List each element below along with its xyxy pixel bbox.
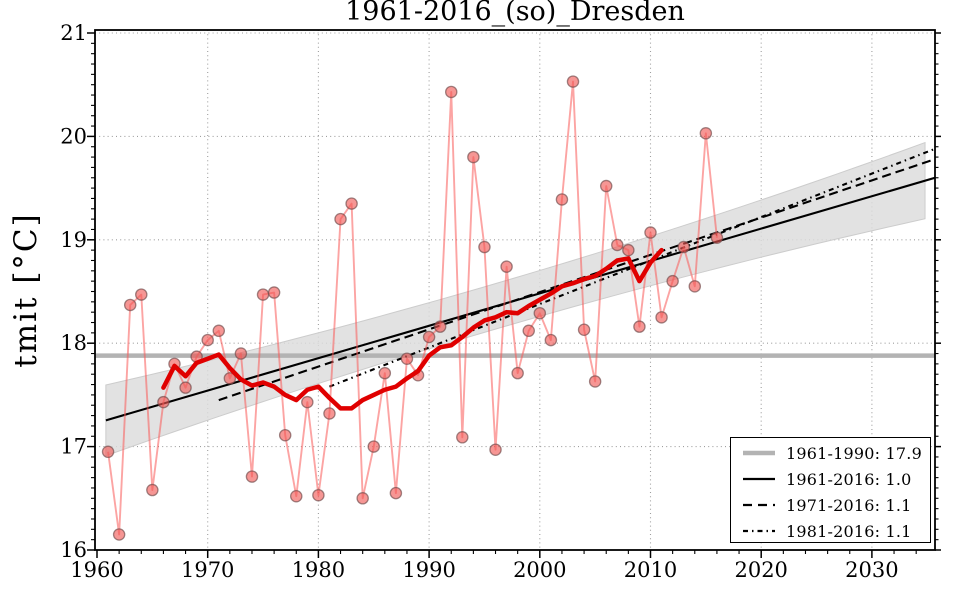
running-mean-series <box>161 247 664 411</box>
chart-title: 1961-2016_(so)_Dresden <box>345 0 685 27</box>
annual-value-dot-2013 <box>677 240 690 254</box>
annual-value-dot-1965 <box>146 483 159 497</box>
annual-value-dot-1988 <box>400 352 414 365</box>
confidence-band <box>105 141 926 457</box>
legend-row-reference: 1961-1990: 17.9 <box>742 440 930 466</box>
trend-confidence-band <box>105 141 926 457</box>
annual-value-dot-1968 <box>179 381 192 394</box>
annual-value-dot-1978 <box>290 489 303 503</box>
annual-value-dot-1992 <box>444 85 458 99</box>
legend-label-reference: 1961-1990: 17.9 <box>786 443 922 463</box>
annual-value-dot-2014 <box>688 280 702 293</box>
annual-value-dot-1975 <box>256 288 270 301</box>
annual-value-dot-1997 <box>500 260 513 273</box>
legend-label-trend-1981: 1981-2016: 1.1 <box>786 521 912 541</box>
annual-value-dot-2005 <box>588 375 602 388</box>
x-tick-label-1960: 1960 <box>70 558 123 582</box>
x-tick-label-2030: 2030 <box>845 558 898 582</box>
annual-value-dot-1977 <box>278 428 292 442</box>
annual-value-dot-1972 <box>223 372 237 385</box>
annual-value-dot-1973 <box>234 347 248 360</box>
axis-tick-labels: 1960 1970 1980 1990 2000 2010 2020 2030 16 17 18 19… <box>60 21 898 582</box>
annual-value-dot-1984 <box>356 492 369 505</box>
x-tick-label-1980: 1980 <box>292 558 345 582</box>
annual-value-dot-1970 <box>201 333 214 347</box>
annual-value-dot-2003 <box>566 75 580 88</box>
legend-row-trend-1981: 1981-2016: 1.1 <box>742 518 930 544</box>
annual-value-dot-1990 <box>422 330 436 344</box>
annual-value-dot-2000 <box>533 306 547 320</box>
y-tick-label-21: 21 <box>60 21 87 45</box>
legend-row-trend-1961: 1961-2016: 1.0 <box>742 466 930 492</box>
annual-value-dot-2016 <box>710 231 724 244</box>
y-tick-label-19: 19 <box>60 228 87 252</box>
annual-value-dot-1980 <box>312 488 325 502</box>
annual-value-dot-2006 <box>599 179 613 193</box>
legend-row-trend-1971: 1971-2016: 1.1 <box>742 492 930 518</box>
annual-value-dot-2011 <box>655 311 668 324</box>
annual-value-dot-2004 <box>577 323 591 337</box>
annual-value-dot-1981 <box>323 407 336 420</box>
legend-label-trend-1971: 1971-2016: 1.1 <box>786 495 912 515</box>
annual-value-dot-2012 <box>666 274 679 288</box>
annual-value-dot-2009 <box>633 320 646 333</box>
x-tick-label-2010: 2010 <box>624 558 677 582</box>
annual-value-dot-1998 <box>511 366 524 380</box>
legend-label-trend-1961: 1961-2016: 1.0 <box>786 469 912 489</box>
annual-value-dot-2001 <box>544 333 558 347</box>
running-mean-line <box>161 247 664 411</box>
x-tick-label-1970: 1970 <box>181 558 234 582</box>
annual-value-dot-1994 <box>467 150 480 164</box>
annual-value-dot-1995 <box>478 240 491 254</box>
annual-value-dot-1961 <box>101 445 115 459</box>
y-tick-label-17: 17 <box>60 435 87 459</box>
annual-value-dot-1986 <box>378 366 392 380</box>
x-tick-label-2000: 2000 <box>513 558 566 582</box>
annual-value-dot-1971 <box>212 324 226 338</box>
y-tick-label-18: 18 <box>60 331 87 355</box>
annual-value-dot-1991 <box>433 320 447 333</box>
annual-value-dot-1979 <box>301 395 314 409</box>
annual-value-dot-1999 <box>522 324 535 338</box>
legend: 1961-1990: 17.9 1961-2016: 1.0 1971-2016… <box>730 437 931 543</box>
y-tick-label-20: 20 <box>60 124 87 148</box>
annual-value-dot-1987 <box>389 486 403 500</box>
y-tick-label-16: 16 <box>60 538 87 562</box>
axis-ticks <box>87 32 941 558</box>
annual-value-dot-1982 <box>334 212 347 226</box>
axes-spines <box>94 29 936 551</box>
y-axis-label: tmit [°C] <box>8 212 44 368</box>
annual-value-dot-2010 <box>644 226 657 239</box>
annual-series <box>101 75 724 541</box>
annual-value-dot-1964 <box>135 288 148 301</box>
annual-value-dot-2002 <box>555 193 569 206</box>
annual-value-dot-1963 <box>123 298 137 312</box>
annual-value-dot-1983 <box>345 197 358 210</box>
annual-value-dot-1974 <box>245 470 259 483</box>
annual-value-dot-1993 <box>456 431 469 444</box>
annual-value-dot-1985 <box>367 440 380 453</box>
annual-value-dot-1996 <box>489 443 502 456</box>
annual-value-dot-1966 <box>157 395 170 409</box>
annual-value-dot-1962 <box>112 528 126 541</box>
x-tick-label-2020: 2020 <box>734 558 787 582</box>
annual-value-dot-2007 <box>611 238 624 252</box>
annual-value-dot-2015 <box>699 127 713 140</box>
x-tick-label-1990: 1990 <box>402 558 455 582</box>
annual-value-dot-2008 <box>622 243 635 257</box>
annual-value-dot-1976 <box>267 286 281 299</box>
